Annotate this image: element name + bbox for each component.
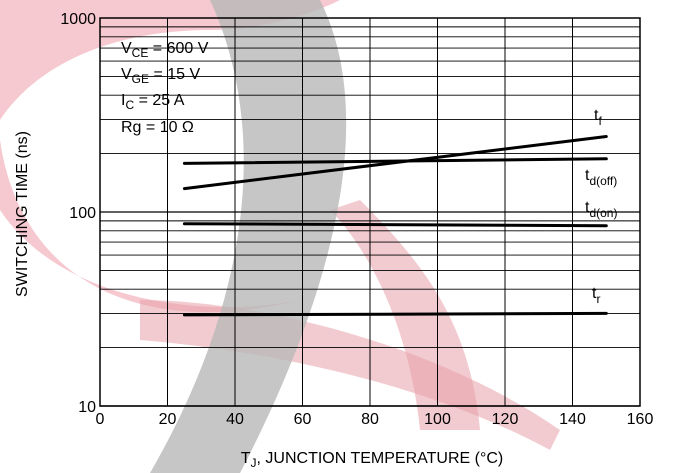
condition-ic: IC = 25 A	[121, 92, 185, 112]
x-tick-label: 120	[492, 411, 519, 428]
series-label-tdon: td(on)	[585, 199, 617, 220]
condition-vce: VCE = 600 V	[121, 40, 209, 60]
x-tick-label: 0	[96, 411, 105, 428]
x-tick-label: 60	[294, 411, 312, 428]
conditions-box: VCE = 600 V VGE = 15 V IC = 25 A Rg = 10…	[121, 40, 209, 136]
plot-frame	[99, 17, 641, 407]
y-axis-title: SWITCHING TIME (ns)	[14, 131, 31, 297]
x-axis-title: TJ, JUNCTION TEMPERATURE (°C)	[241, 450, 503, 470]
series-line-td-on-	[182, 222, 608, 228]
x-tick-label: 160	[627, 411, 654, 428]
axis-ticks: 0 20 40 60 80 100 120 140 160 10 100 1000	[60, 11, 653, 428]
x-tick-label: 100	[424, 411, 451, 428]
series-lines	[182, 135, 608, 317]
x-tick-label: 20	[159, 411, 177, 428]
series-label-tr: tr	[592, 285, 600, 306]
y-tick-label: 100	[69, 205, 96, 222]
series-label-tdoff: td(off)	[585, 167, 617, 188]
x-tick-label: 80	[361, 411, 379, 428]
condition-vge: VGE = 15 V	[121, 66, 200, 86]
y-tick-label: 1000	[60, 11, 96, 28]
series-line-td-off-	[182, 157, 608, 165]
y-tick-label: 10	[78, 399, 96, 416]
condition-rg: Rg = 10 Ω	[121, 119, 194, 136]
series-label-tf: tf	[594, 107, 602, 128]
x-tick-label: 140	[559, 411, 586, 428]
x-tick-label: 40	[226, 411, 244, 428]
series-line-tr	[182, 311, 608, 317]
